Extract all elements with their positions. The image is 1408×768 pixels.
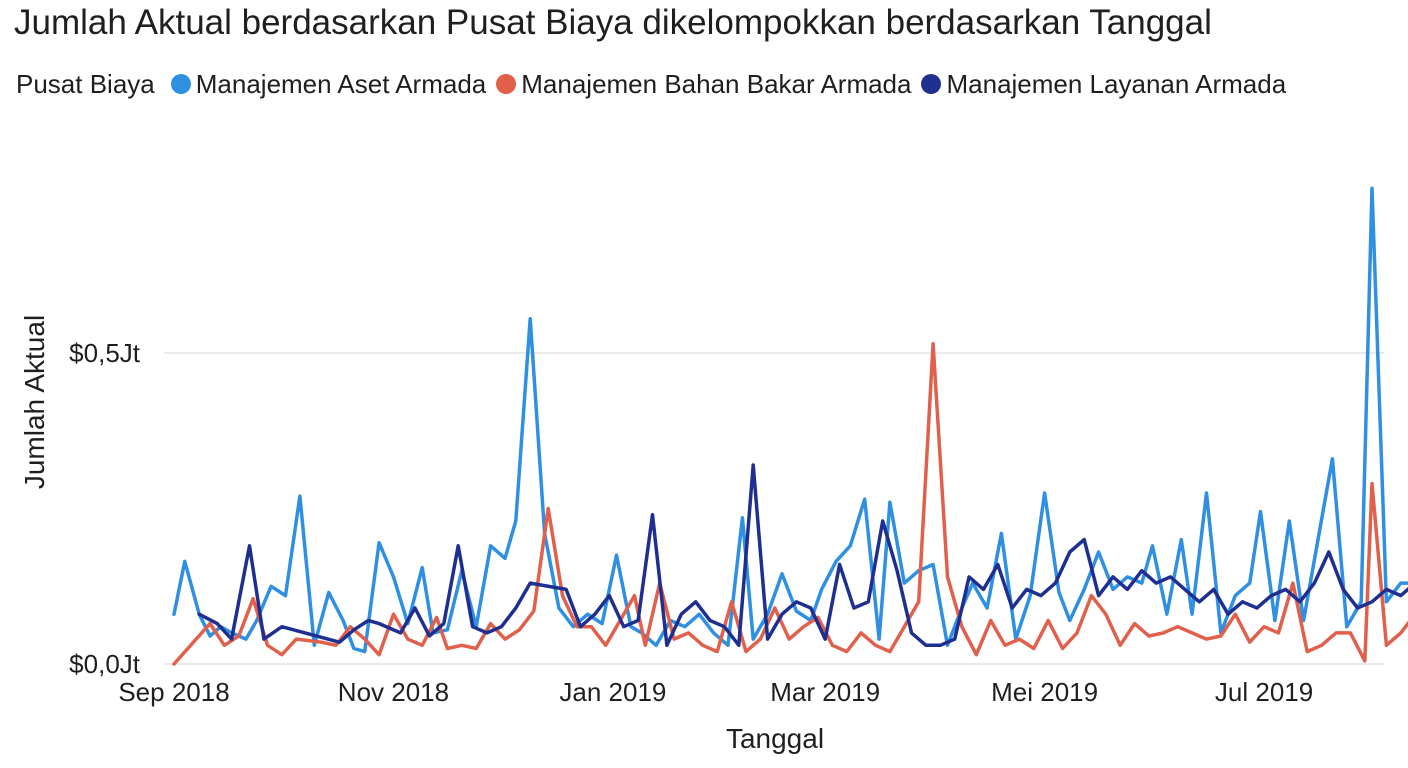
legend-marker-icon [921,74,942,94]
x-tick-label: Mei 2019 [991,677,1098,707]
x-tick-label: Jan 2019 [559,677,666,707]
legend-item-bahan-bakar[interactable]: Manajemen Bahan Bakar Armada [496,69,911,100]
x-axis-title: Tanggal [726,723,824,754]
legend-marker-icon [170,74,191,94]
series-lines [172,186,1408,666]
legend: Pusat Biaya Manajemen Aset Armada Manaje… [16,64,1296,104]
legend-marker-icon [496,74,517,94]
x-axis-ticks: Sep 2018 Nov 2018 Jan 2019 Mar 2019 Mei 2019… [118,677,1313,707]
y-tick-label: $0,0Jt [69,649,141,679]
x-tick-label: Sep 2018 [118,677,229,707]
series-line[interactable] [172,341,1408,666]
x-tick-label: Nov 2018 [338,677,449,707]
y-axis-title: Jumlah Aktual [19,315,50,489]
gridlines [164,352,1384,665]
x-tick-label: Mar 2019 [770,677,880,707]
chart-title: Jumlah Aktual berdasarkan Pusat Biaya di… [14,3,1212,42]
legend-label: Manajemen Bahan Bakar Armada [521,68,912,99]
legend-title: Pusat Biaya [16,68,155,99]
legend-item-layanan[interactable]: Manajemen Layanan Armada [921,69,1286,100]
legend-label: Manajemen Layanan Armada [946,68,1287,99]
x-tick-label: Jul 2019 [1215,677,1313,707]
series-line[interactable] [197,463,1408,648]
y-axis-ticks: $0,0Jt $0,5Jt [69,338,141,679]
y-tick-label: $0,5Jt [69,338,141,368]
legend-item-aset[interactable]: Manajemen Aset Armada [170,68,487,100]
series-line[interactable] [172,186,1408,654]
legend-label: Manajemen Aset Armada [195,68,487,99]
